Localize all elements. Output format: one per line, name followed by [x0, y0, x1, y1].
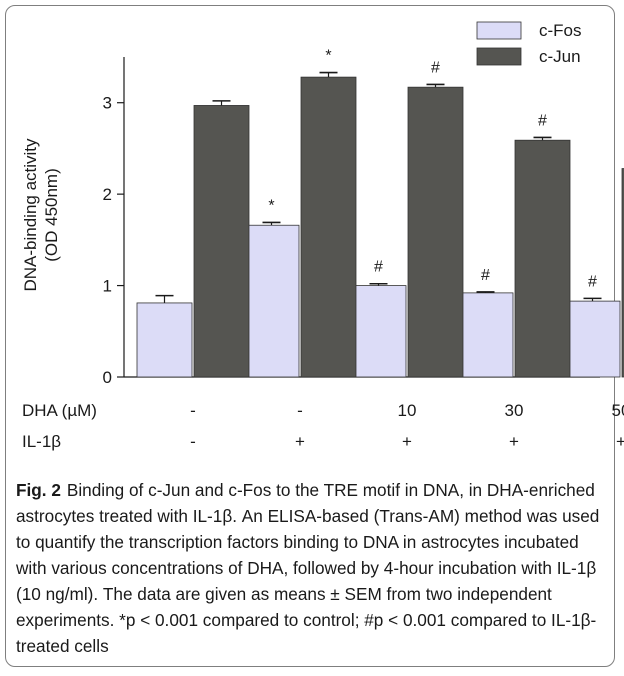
- y-tick-label: 3: [103, 94, 112, 113]
- bar-c-fos-5: [564, 300, 621, 378]
- significance-mark: #: [374, 259, 383, 276]
- condition-rows: DHA (µM) - - 10 30 50 IL-1β - + + + +: [22, 401, 624, 451]
- row-value: +: [509, 432, 519, 451]
- y-tick-label: 2: [103, 185, 112, 204]
- y-axis-label-line2: (OD 450nm): [42, 168, 61, 262]
- y-axis-label-line1: DNA-binding activity: [21, 138, 40, 292]
- y-axis-label: DNA-binding activity (OD 450nm): [21, 138, 61, 292]
- legend-swatch-c-fos: [476, 21, 522, 40]
- row-label-1: DHA (µM): [22, 401, 97, 420]
- y-tick-label: 0: [103, 368, 112, 387]
- bar-c-fos-3: [350, 285, 407, 378]
- row-value: 30: [505, 401, 524, 420]
- row-value: -: [190, 401, 196, 420]
- y-tick-label: 1: [103, 277, 112, 296]
- caption-text: Binding of c-Jun and c-Fos to the TRE mo…: [16, 480, 600, 656]
- bar-c-jun-5: [621, 168, 624, 378]
- row-value: 50: [612, 401, 624, 420]
- significance-mark: #: [431, 59, 440, 76]
- significance-mark: *: [268, 197, 274, 214]
- figure-caption: Fig. 2 Binding of c-Jun and c-Fos to the …: [16, 477, 606, 659]
- bar-chart: DNA-binding activity (OD 450nm) 0 1 2 3 * # #…: [21, 21, 624, 451]
- bar-c-jun-4: [514, 139, 571, 378]
- bars: *###*###: [136, 48, 624, 378]
- significance-mark: #: [481, 267, 490, 284]
- legend-label-c-fos: c-Fos: [539, 21, 582, 40]
- bar-c-jun-3: [407, 86, 464, 378]
- bar-c-fos-2: [243, 224, 300, 378]
- row-value: -: [297, 401, 303, 420]
- legend: c-Fos c-Jun: [476, 21, 582, 66]
- caption-label: Fig. 2: [16, 480, 61, 500]
- bar-c-jun-1: [193, 105, 250, 378]
- row-value: +: [616, 432, 624, 451]
- bar-c-jun-2: [300, 76, 357, 378]
- bar-c-fos-1: [136, 302, 193, 378]
- row-value: +: [402, 432, 412, 451]
- row-label-2: IL-1β: [22, 432, 61, 451]
- row-value: 10: [398, 401, 417, 420]
- significance-mark: #: [588, 273, 597, 290]
- row-value: -: [190, 432, 196, 451]
- bar-c-fos-4: [457, 292, 514, 378]
- significance-mark: #: [538, 112, 547, 129]
- legend-swatch-c-jun: [476, 47, 522, 66]
- significance-mark: *: [325, 48, 331, 65]
- row-value: +: [295, 432, 305, 451]
- legend-label-c-jun: c-Jun: [539, 47, 581, 66]
